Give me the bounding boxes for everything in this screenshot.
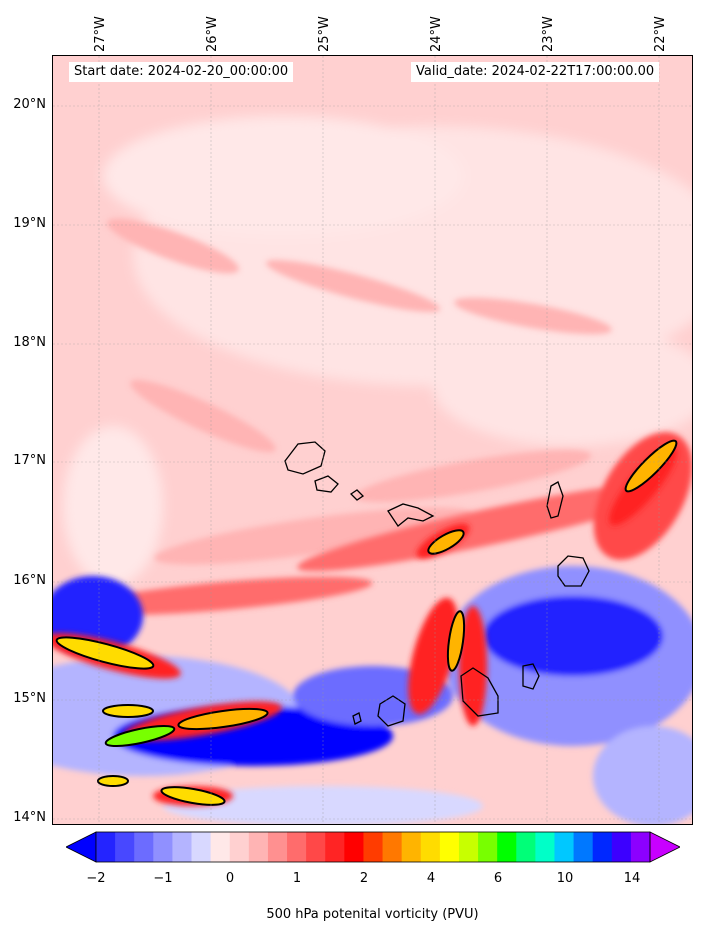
colorbar-bin <box>115 832 135 862</box>
colorbar-bin <box>96 832 116 862</box>
gridlines <box>53 56 692 824</box>
colorbar-bin <box>325 832 345 862</box>
lat-label: 14°N <box>13 810 46 825</box>
colorbar-tick: 2 <box>359 871 369 886</box>
colorbar-tick: 1 <box>292 871 302 886</box>
lon-label: 25°W <box>317 16 332 52</box>
start-date: Start date: 2024-02-20_00:00:00 <box>69 62 294 82</box>
lon-label: 26°W <box>205 16 220 52</box>
colorbar-bin <box>344 832 364 862</box>
high-pv-cores <box>55 439 678 806</box>
colorbar-tick: −1 <box>153 871 173 886</box>
island-santo-antao <box>284 441 326 475</box>
colorbar-tick: −2 <box>86 871 106 886</box>
colorbar-bin <box>439 832 460 862</box>
colorbar-bin <box>363 832 384 862</box>
colorbar-bin <box>420 832 441 862</box>
colorbar-tick: 4 <box>426 871 436 886</box>
colorbar-bin <box>592 832 613 862</box>
lon-label: 22°W <box>653 16 668 52</box>
colorbar-bin <box>382 832 403 862</box>
colorbar-label: 500 hPa potenital vorticity (PVU) <box>266 907 479 922</box>
valid-date: Valid_date: 2024-02-22T17:00:00.00 <box>411 62 660 82</box>
colorbar-bin <box>229 832 250 862</box>
colorbar-bin <box>554 832 575 862</box>
colorbar-bin <box>306 832 326 862</box>
lat-label: 15°N <box>13 691 46 706</box>
lon-label: 23°W <box>541 16 556 52</box>
vorticity-field <box>53 56 692 824</box>
colorbar-bin <box>287 832 307 862</box>
colorbar-bin <box>172 832 193 862</box>
colorbar-bin <box>191 832 212 862</box>
colorbar-bin <box>497 832 517 862</box>
colorbar-bin <box>248 832 269 862</box>
island-boa-vista <box>557 555 590 587</box>
colorbar-under-arrow <box>66 831 97 863</box>
lat-label: 16°N <box>13 573 46 588</box>
colorbar-bin <box>210 832 231 862</box>
colorbar-bin <box>401 832 422 862</box>
colorbar <box>66 831 680 863</box>
colorbar-tick: 0 <box>225 871 235 886</box>
lat-label: 18°N <box>13 335 46 350</box>
island-santa-luzia <box>349 489 365 501</box>
colorbar-bin <box>153 832 173 862</box>
colorbar-bin <box>535 832 555 862</box>
colorbar-bin <box>267 832 288 862</box>
colorbar-bin <box>573 832 594 862</box>
lat-label: 19°N <box>13 216 46 231</box>
island-santiago <box>460 667 499 717</box>
colorbar-bin <box>516 832 536 862</box>
island-fogo <box>377 695 406 727</box>
colorbar-bin <box>478 832 498 862</box>
lon-label: 27°W <box>93 16 108 52</box>
island-maio <box>522 663 540 690</box>
colorbar-over-arrow <box>649 831 680 863</box>
colorbar-bin <box>611 832 632 862</box>
positive-streaks <box>107 218 612 565</box>
lat-label: 17°N <box>13 453 46 468</box>
lat-label: 20°N <box>13 97 46 112</box>
colorbar-frame <box>95 831 651 863</box>
island-brava <box>352 712 362 725</box>
lon-label: 24°W <box>429 16 444 52</box>
colorbar-tick: 10 <box>556 871 574 886</box>
island-sao-nicolau <box>387 503 435 527</box>
colorbar-bin <box>630 832 651 862</box>
colorbar-bin <box>134 832 154 862</box>
coastlines <box>284 441 590 727</box>
colorbar-tick: 6 <box>493 871 503 886</box>
map-panel <box>52 55 693 825</box>
negative-region <box>53 566 692 824</box>
island-sao-vicente <box>314 475 339 493</box>
colorbar-tick: 14 <box>623 871 641 886</box>
colorbar-bin <box>458 832 479 862</box>
